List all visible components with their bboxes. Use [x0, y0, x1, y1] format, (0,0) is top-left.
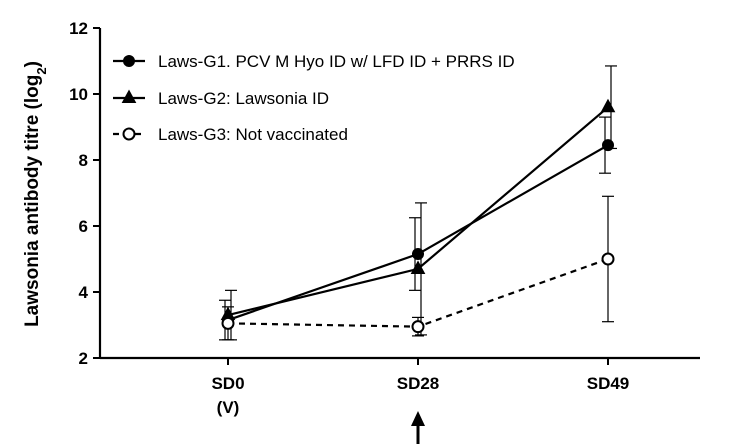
x-tick-label: SD0: [211, 374, 244, 393]
axes: [98, 28, 700, 360]
legend: Laws-G1. PCV M Hyo ID w/ LFD ID + PRRS I…: [113, 52, 515, 144]
data-point: [411, 320, 425, 334]
legend-marker: [123, 55, 135, 67]
data-point: [602, 139, 614, 152]
y-tick-label: 2: [79, 349, 88, 368]
y-tick-label: 4: [79, 283, 89, 302]
legend-label: Laws-G2: Lawsonia ID: [158, 89, 329, 108]
data-point: [601, 252, 615, 266]
y-tick-label: 6: [79, 217, 88, 236]
series-line: [227, 144, 609, 322]
sd28-arrow: [411, 411, 425, 444]
y-tick-label: 12: [69, 19, 88, 38]
y-axis-title: Lawsonia antibody titre (log2): [22, 61, 49, 327]
y-axis-title-main: Lawsonia antibody titre (log: [22, 75, 43, 327]
y-axis-title-subscript: 2: [34, 67, 49, 74]
legend-item: Laws-G2: Lawsonia ID: [113, 89, 329, 108]
legend-marker: [122, 127, 136, 141]
y-axis-ticks: 2 4 6 8 10 12: [69, 19, 100, 368]
x-axis-ticks: SD0 (V) SD28 SD49: [211, 358, 629, 417]
data-point: [410, 260, 426, 274]
y-axis-title-suffix: ): [22, 61, 43, 67]
arrow-head: [411, 411, 425, 426]
legend-item: Laws-G1. PCV M Hyo ID w/ LFD ID + PRRS I…: [113, 52, 515, 71]
x-tick-label: SD28: [397, 374, 440, 393]
legend-label: Laws-G3: Not vaccinated: [158, 125, 348, 144]
legend-item: Laws-G3: Not vaccinated: [113, 125, 348, 144]
legend-marker: [121, 89, 137, 104]
data-point: [412, 248, 424, 261]
data-point: [600, 98, 616, 113]
y-tick-label: 8: [79, 151, 88, 170]
x-tick-sublabel: (V): [217, 398, 240, 417]
legend-label: Laws-G1. PCV M Hyo ID w/ LFD ID + PRRS I…: [158, 52, 515, 71]
data-point: [221, 316, 235, 330]
y-tick-label: 10: [69, 85, 88, 104]
data-points: [220, 98, 616, 334]
x-tick-label: SD49: [587, 374, 630, 393]
